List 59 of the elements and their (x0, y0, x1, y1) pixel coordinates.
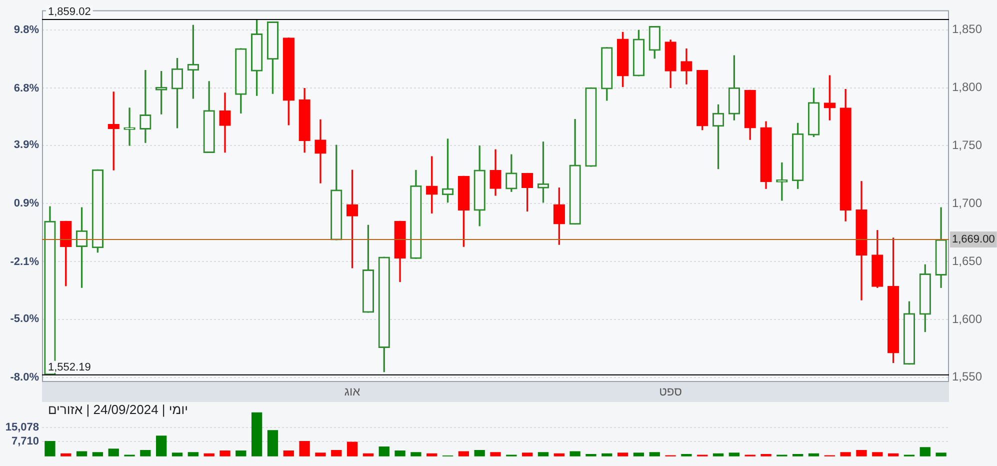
bar (920, 447, 930, 456)
bar (522, 452, 533, 456)
bar (172, 452, 183, 456)
bar (649, 452, 660, 456)
bar (378, 446, 390, 456)
bar (251, 412, 262, 456)
bar (617, 452, 628, 456)
bar (140, 450, 151, 456)
bar (156, 436, 167, 456)
bar (410, 452, 422, 456)
bar (283, 450, 294, 456)
bar (633, 452, 644, 456)
bar (474, 450, 485, 456)
bar (394, 450, 406, 456)
bar (331, 450, 342, 456)
y-tick-label: 1,850 (952, 22, 982, 36)
annotation: יומי | 24/09/2024 | אזורים (48, 402, 188, 418)
bar (872, 452, 883, 456)
y-tick-label: 1,800 (952, 80, 982, 94)
bar (490, 452, 501, 456)
bar (538, 452, 549, 456)
bar (108, 448, 119, 456)
bar (236, 450, 246, 456)
y-tick-label: 1,750 (952, 138, 982, 152)
bar (570, 451, 580, 456)
y-tick-label: 1,650 (952, 254, 982, 268)
bar (220, 450, 230, 456)
candlestick (124, 108, 136, 146)
y2-tick-label: 6.8% (14, 82, 40, 94)
bar (267, 430, 278, 456)
bar (840, 452, 851, 456)
bar (936, 452, 946, 456)
ref-line-label: 1,859.02 (48, 6, 91, 18)
bar (856, 450, 867, 456)
y-tick-label: 1,700 (952, 196, 982, 210)
ref-line-label: 1,669.00 (952, 234, 995, 246)
candlestick (776, 162, 788, 201)
bar (315, 452, 326, 456)
y2-tick-label: 9.8% (14, 24, 40, 36)
bar (92, 452, 104, 456)
bar (44, 441, 56, 456)
y2-tick-label: 0.9% (14, 198, 40, 210)
y-tick-label: 7,710 (11, 436, 39, 448)
x-tick-label: אוג (344, 384, 361, 398)
bar (346, 442, 358, 456)
y-tick-label: 1,600 (952, 312, 982, 326)
candlestick (140, 70, 152, 143)
y2-tick-label: -5.0% (10, 312, 40, 325)
bar (728, 452, 740, 456)
y2-tick-label: -8.0% (10, 371, 40, 384)
y-tick-label: 15,078 (5, 422, 39, 434)
candlestick (314, 119, 326, 184)
bar (188, 452, 198, 456)
y2-tick-label: 3.9% (14, 139, 40, 152)
y-tick-label: 1,550 (952, 370, 982, 384)
y2-tick-label: -2.1% (10, 256, 40, 268)
ref-line-label: 1,552.19 (48, 361, 91, 374)
x-tick-label: ספט (659, 384, 682, 398)
bar (299, 441, 310, 456)
